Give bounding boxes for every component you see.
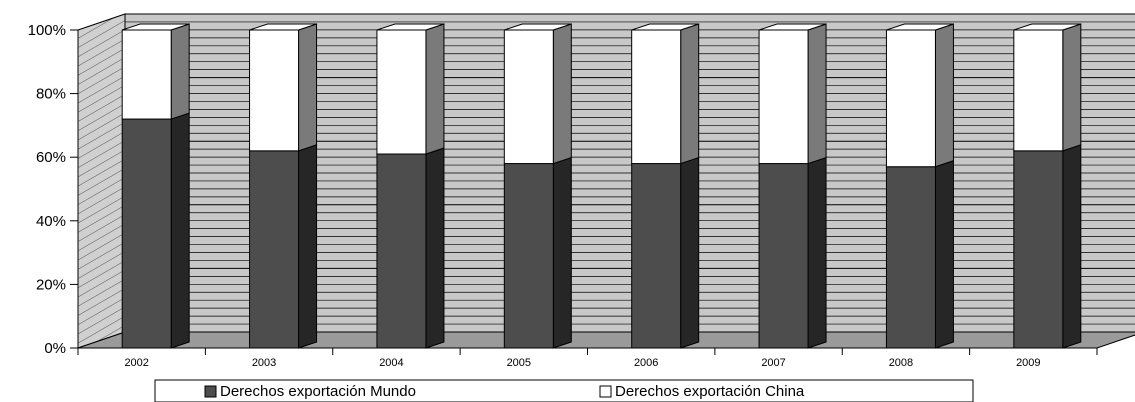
floor: [77, 331, 1135, 349]
bar-Derechos exportación Mundo-2004: [376, 153, 427, 349]
bar-top-2003: [249, 23, 317, 31]
bar-Derechos exportación China-2007: [758, 29, 809, 165]
bar-Derechos exportación China-2008: [885, 29, 936, 168]
bar-Derechos exportación China-2004: [376, 29, 427, 155]
x-tick-label: 2002: [124, 357, 148, 369]
bar-Derechos exportación China-2006: [631, 29, 682, 165]
legend-box: [154, 379, 974, 402]
chart-legend: Derechos exportación Mundo Derechos expor…: [154, 379, 974, 402]
legend-label-0: Derechos exportación Mundo: [220, 383, 416, 400]
bar-top-2007: [758, 23, 827, 31]
bar-side-Derechos exportación China-2004: [425, 23, 445, 155]
bar-side-Derechos exportación China-2009: [1062, 23, 1082, 152]
bar-Derechos exportación China-2002: [121, 29, 172, 120]
bar-Derechos exportación China-2005: [503, 29, 554, 165]
x-tick-label: 2009: [1016, 357, 1040, 369]
bar-Derechos exportación Mundo-2003: [249, 150, 300, 349]
bar-Derechos exportación Mundo-2009: [1013, 150, 1064, 349]
chart-bars: [121, 23, 1082, 349]
bar-Derechos exportación Mundo-2005: [503, 163, 554, 349]
x-tick-label: 2004: [379, 357, 403, 369]
bar-side-Derechos exportación China-2006: [680, 23, 700, 165]
bar-side-Derechos exportación China-2005: [552, 23, 572, 165]
bar-top-2008: [886, 23, 954, 31]
bar-side-Derechos exportación Mundo-2004: [425, 147, 445, 349]
y-tick-label: 20%: [36, 276, 66, 293]
y-tick-label: 100%: [28, 22, 66, 39]
bar-Derechos exportación Mundo-2008: [885, 166, 936, 349]
bar-side-Derechos exportación Mundo-2003: [298, 144, 318, 349]
bar-Derechos exportación China-2009: [1013, 29, 1064, 152]
side-wall: [77, 13, 126, 349]
x-tick-label: 2005: [507, 357, 531, 369]
bar-side-Derechos exportación Mundo-2005: [552, 156, 572, 349]
bar-top-2004: [376, 23, 445, 31]
bar-side-Derechos exportación China-2007: [807, 23, 827, 165]
bar-Derechos exportación Mundo-2006: [631, 163, 682, 349]
legend-swatch-0: [204, 385, 217, 398]
x-tick-label: 2003: [252, 357, 276, 369]
y-tick-label: 40%: [36, 213, 66, 230]
bar-side-Derechos exportación Mundo-2006: [680, 156, 700, 349]
bar-side-Derechos exportación China-2002: [170, 23, 190, 120]
bar-side-Derechos exportación Mundo-2008: [934, 160, 954, 349]
bar-top-2009: [1013, 23, 1081, 31]
chart-axes: 0% 20% 40% 60% 80% 100% 2002 2003 2004 2005 2006 20…: [28, 22, 1098, 369]
legend-label-1: Derechos exportación China: [615, 383, 805, 400]
bar-side-Derechos exportación Mundo-2002: [170, 112, 190, 349]
bar-Derechos exportación Mundo-2007: [758, 163, 809, 349]
legend-swatch-1: [599, 385, 612, 398]
bar-side-Derechos exportación China-2003: [298, 23, 318, 152]
bar-side-Derechos exportación Mundo-2007: [807, 156, 827, 349]
bar-top-2005: [504, 23, 572, 31]
y-tick-label: 60%: [36, 149, 66, 166]
bar-side-Derechos exportación Mundo-2009: [1062, 144, 1082, 349]
bar-top-2006: [631, 23, 699, 31]
y-tick-label: 80%: [36, 86, 66, 103]
y-tick-label: 0%: [44, 340, 66, 357]
bar-top-2002: [122, 23, 190, 31]
bar-Derechos exportación China-2003: [249, 29, 300, 152]
x-tick-label: 2006: [634, 357, 658, 369]
bar-Derechos exportación Mundo-2002: [121, 118, 172, 349]
x-tick-label: 2007: [761, 357, 785, 369]
x-tick-label: 2008: [889, 357, 913, 369]
bar-side-Derechos exportación China-2008: [934, 23, 954, 168]
